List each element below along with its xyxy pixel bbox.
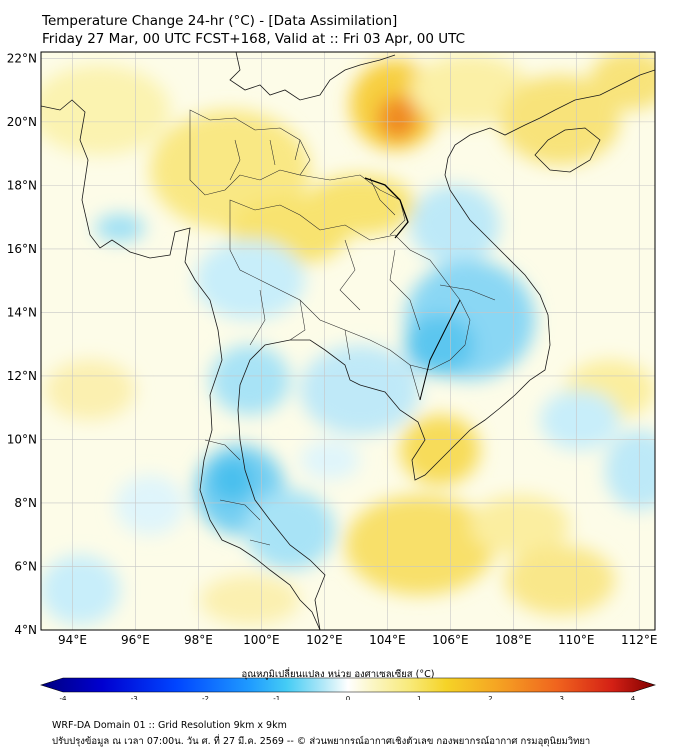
colorbar-tick-label: 0 bbox=[346, 695, 350, 700]
latitude-label: 18°N bbox=[7, 178, 37, 192]
colorbar-tick-label: -4 bbox=[60, 695, 68, 700]
latitude-label: 10°N bbox=[7, 432, 37, 446]
longitude-label: 98°E bbox=[184, 633, 213, 647]
longitude-label: 108°E bbox=[495, 633, 532, 647]
coastlines bbox=[41, 52, 655, 630]
latitude-label: 22°N bbox=[7, 51, 37, 65]
temperature-field bbox=[41, 52, 655, 630]
latitude-label: 6°N bbox=[14, 559, 37, 573]
colorbar-title: อุณหภูมิเปลี่ยนแปลง หน่วย องศาเซลเซียส (… bbox=[241, 669, 435, 680]
border-cambodia bbox=[419, 299, 461, 401]
colorbar-tick-label: 3 bbox=[560, 695, 564, 700]
graticule bbox=[41, 52, 655, 630]
colorbar-tick-label: 1 bbox=[417, 695, 421, 700]
latitude-label: 12°N bbox=[7, 369, 37, 383]
longitude-labels: 94°E 96°E 98°E 100°E 102°E 104°E 106°E 108°E 110… bbox=[58, 633, 657, 647]
colorbar-tick-label: 4 bbox=[631, 695, 636, 700]
map-title: Temperature Change 24-hr (°C) - [Data As… bbox=[42, 13, 398, 29]
latitude-label: 14°N bbox=[7, 305, 37, 319]
temperature-change-map: 22°N 20°N 18°N 16°N 14°N 12°N 10°N 8°N 6°N 4°N 94… bbox=[7, 51, 658, 700]
footer-credits: ปรับปรุงข้อมูล ณ เวลา 07:00น. วัน ศ. ที่… bbox=[52, 736, 591, 747]
longitude-label: 104°E bbox=[369, 633, 406, 647]
longitude-label: 112°E bbox=[621, 633, 658, 647]
colorbar-ramp bbox=[40, 677, 656, 693]
map-frame bbox=[40, 51, 656, 631]
colorbar-tick-label: -3 bbox=[131, 695, 138, 700]
admin-borders bbox=[189, 109, 496, 546]
colorbar-tick-label: -1 bbox=[273, 695, 280, 700]
latitude-labels: 22°N 20°N 18°N 16°N 14°N 12°N 10°N 8°N 6°N 4°N bbox=[7, 51, 37, 637]
longitude-label: 102°E bbox=[306, 633, 343, 647]
map-subtitle: Friday 27 Mar, 00 UTC FCST+168, Valid at… bbox=[42, 31, 466, 47]
longitude-label: 100°E bbox=[243, 633, 280, 647]
colorbar-tick-label: -2 bbox=[202, 695, 209, 700]
latitude-label: 20°N bbox=[7, 115, 37, 129]
latitude-label: 4°N bbox=[14, 623, 37, 637]
latitude-label: 8°N bbox=[14, 496, 37, 510]
colorbar: -4 -3 -2 -1 0 1 2 3 4 bbox=[40, 677, 656, 700]
longitude-label: 94°E bbox=[58, 633, 87, 647]
colorbar-ticks: -4 -3 -2 -1 0 1 2 3 4 bbox=[60, 695, 636, 700]
footer-model-info: WRF-DA Domain 01 :: Grid Resolution 9km … bbox=[52, 720, 287, 731]
river-mekong bbox=[364, 177, 409, 239]
longitude-label: 96°E bbox=[121, 633, 150, 647]
longitude-label: 110°E bbox=[558, 633, 595, 647]
colorbar-tick-label: 2 bbox=[488, 695, 492, 700]
longitude-label: 106°E bbox=[432, 633, 469, 647]
latitude-label: 16°N bbox=[7, 242, 37, 256]
